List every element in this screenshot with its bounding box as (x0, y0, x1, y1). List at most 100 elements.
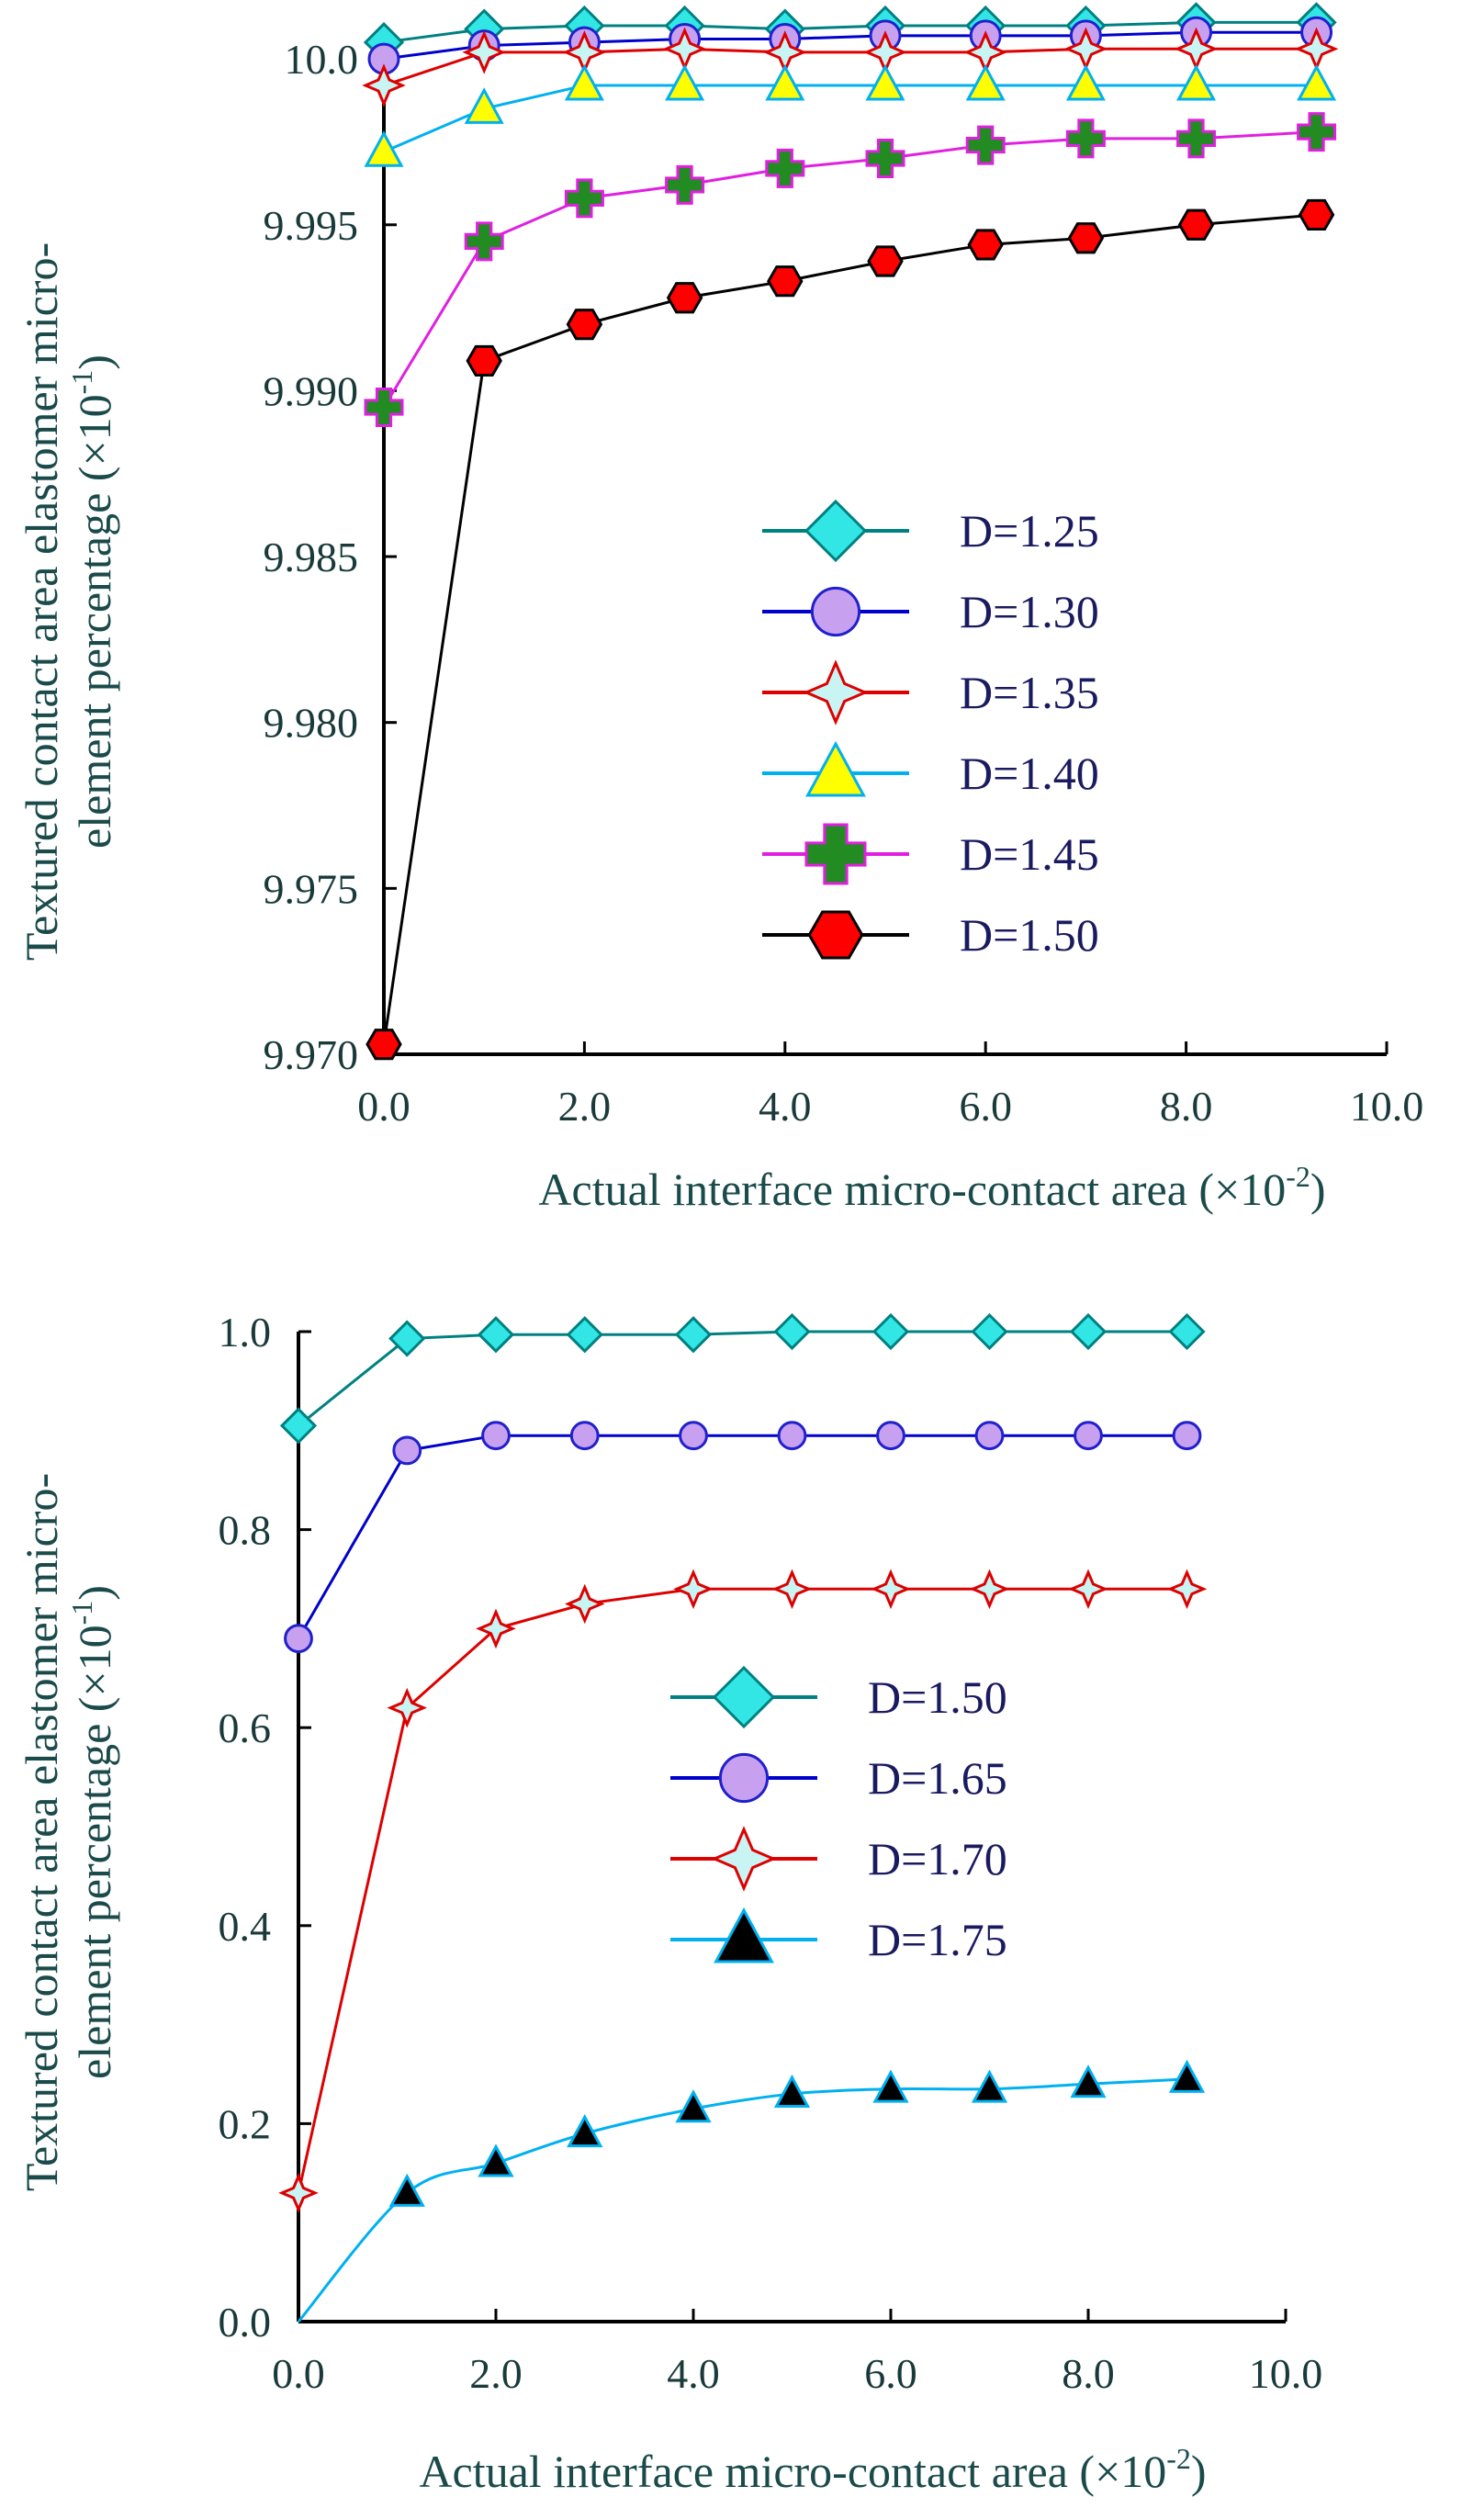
chart-2-data-point (1166, 1569, 1208, 1610)
chart-2-data-point (388, 1320, 426, 1357)
legend-label: D=1.30 (960, 586, 1099, 637)
legend-marker (718, 1752, 770, 1804)
legend-marker (805, 740, 866, 797)
legend-marker (803, 659, 869, 726)
chart-1-data-point (1175, 63, 1217, 101)
chart-2-x-tick-label: 0.0 (272, 2350, 325, 2397)
chart-1-series-line (383, 47, 1317, 87)
chart-1-data-point (666, 282, 703, 314)
chart-1-y-axis-title-line2: element percentage (×10-1) (65, 354, 120, 849)
chart-1-legend-entry: D=1.30 (762, 586, 1099, 637)
chart-2-data-point (477, 1316, 515, 1354)
chart-1-series-line (382, 213, 1317, 1045)
chart-2-data-point (279, 1407, 318, 1445)
chart-1-series-line (383, 84, 1317, 153)
chart-1-data-point (965, 125, 1006, 165)
chart-1-series-D=1.45 (364, 112, 1337, 427)
chart-2-data-point (876, 1421, 905, 1451)
chart-1-data-point (665, 63, 705, 101)
chart-2-data-point (478, 2143, 514, 2177)
legend-marker (807, 910, 864, 960)
chart-2-data-point (974, 1421, 1005, 1451)
chart-2-legend-entry: D=1.50 (670, 1665, 1007, 1729)
chart-1-x-tick-label: 4.0 (759, 1083, 812, 1130)
chart-2-x-ticks: 0.0 2.0 4.0 6.0 8.0 10.0 (272, 2309, 1322, 2397)
chart-2-data-point (673, 1569, 714, 1610)
chart-2-data-point (388, 2173, 425, 2207)
chart-1-y-ticks: 9.970 9.975 9.980 9.985 9.990 9.995 10.0 (264, 36, 397, 1078)
chart-1-y-tick-label: 9.980 (264, 700, 359, 747)
chart-2-series-line (297, 1434, 1187, 1639)
legend-marker (804, 823, 867, 885)
chart-1-y-axis-title: Textured contact area elastomer micro- e… (16, 242, 120, 961)
legend-marker (711, 1826, 777, 1892)
chart-2-data-point (773, 1312, 811, 1351)
chart-2-y-axis-title-line1: Textured contact area elastomer micro- (16, 1473, 67, 2191)
chart-1-data-point (365, 1029, 402, 1061)
chart-1-data-point (1176, 118, 1217, 159)
chart-2-y-axis-title: Textured contact area elastomer micro- e… (16, 1473, 120, 2191)
chart-2-legend-entry: D=1.65 (670, 1752, 1007, 1804)
chart-2-y-tick-label: 1.0 (219, 1309, 272, 1356)
chart-2-series-line (298, 1330, 1187, 1427)
chart-1-data-point (1297, 63, 1337, 101)
chart-2-x-tick-label: 2.0 (469, 2350, 523, 2397)
chart-1-data-point (967, 229, 1004, 261)
chart-2-data-point (1172, 1421, 1202, 1451)
chart-1-data-point (865, 63, 905, 101)
chart-2-data-point (1074, 1421, 1103, 1451)
chart-1-y-tick-label: 10.0 (285, 36, 359, 83)
chart-2-series (278, 1312, 1208, 2323)
legend-label: D=1.75 (868, 1914, 1007, 1965)
chart-1-data-point (867, 245, 904, 277)
chart-2-data-point (773, 2074, 811, 2109)
chart-2-series-D=1.70 (278, 1569, 1208, 2213)
chart-1-x-ticks: 0.0 2.0 4.0 6.0 8.0 10.0 (357, 1041, 1423, 1130)
chart-2-axes (297, 1332, 1286, 2323)
chart-2-data-point (872, 2069, 909, 2103)
chart-2-data-point (1168, 2059, 1206, 2093)
chart-1-data-point (767, 265, 804, 298)
chart-1-y-tick-label: 9.975 (264, 865, 359, 912)
chart-2-y-tick-label: 0.6 (219, 1704, 272, 1751)
chart-2-legend-entry: D=1.70 (670, 1826, 1007, 1892)
legend-marker (714, 1907, 774, 1963)
chart-2-data-point (674, 1316, 713, 1354)
chart-1-legend: D=1.25 D=1.30 D=1.35 D=1.40 D=1.45 D=1.50 (762, 499, 1099, 961)
chart-1-x-tick-label: 6.0 (959, 1083, 1012, 1130)
chart-1-data-point (362, 63, 406, 107)
chart-2-data-point (392, 1435, 422, 1466)
chart-1-y-tick-label: 9.985 (264, 534, 359, 580)
chart-1-series-line (383, 20, 1317, 44)
chart-1-legend-entry: D=1.45 (762, 823, 1099, 885)
chart-1-x-tick-label: 0.0 (357, 1083, 410, 1130)
chart-2-data-point (971, 2069, 1008, 2103)
chart-2-data-point (971, 1312, 1008, 1351)
chart-2-data-point (481, 1421, 511, 1451)
chart-2-data-point (969, 1569, 1010, 1610)
chart-2-y-axis-title-line2: element percentage (×10-1) (65, 1585, 120, 2079)
legend-label: D=1.40 (960, 748, 1099, 799)
chart-1-y-tick-label: 9.995 (264, 202, 359, 249)
chart-2-y-ticks: 0.0 0.2 0.4 0.6 0.8 1.0 (219, 1309, 311, 2346)
legend-label: D=1.70 (868, 1833, 1007, 1884)
legend-label: D=1.35 (960, 667, 1099, 718)
chart-1-data-point (464, 87, 504, 124)
chart-2-data-point (564, 1583, 605, 1625)
chart-1-data-point (464, 221, 504, 262)
chart-2-data-point (1068, 1569, 1108, 1610)
chart-1-data-point (462, 30, 507, 74)
chart-2-legend: D=1.50 D=1.65 D=1.70 D=1.75 (670, 1665, 1007, 1965)
chart-2-series-line (297, 2077, 1187, 2323)
chart-1-legend-entry: D=1.40 (762, 740, 1099, 799)
legend-label: D=1.50 (868, 1671, 1007, 1723)
chart-1-data-point (765, 63, 805, 101)
chart-2-series-D=1.65 (284, 1421, 1202, 1654)
chart-1-data-point (364, 130, 404, 167)
chart-1-data-point (1065, 63, 1106, 101)
chart-2-data-point (679, 1421, 708, 1451)
chart-1-series-D=1.50 (365, 198, 1335, 1061)
legend-marker (810, 586, 861, 637)
chart-2-data-point (1069, 1312, 1108, 1351)
